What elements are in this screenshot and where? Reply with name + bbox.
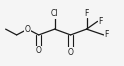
Text: O: O: [68, 48, 74, 57]
Text: O: O: [36, 46, 42, 55]
Text: Cl: Cl: [51, 9, 58, 18]
Text: F: F: [84, 9, 89, 18]
Text: F: F: [104, 30, 109, 39]
Text: F: F: [98, 17, 103, 26]
Text: O: O: [25, 25, 31, 34]
